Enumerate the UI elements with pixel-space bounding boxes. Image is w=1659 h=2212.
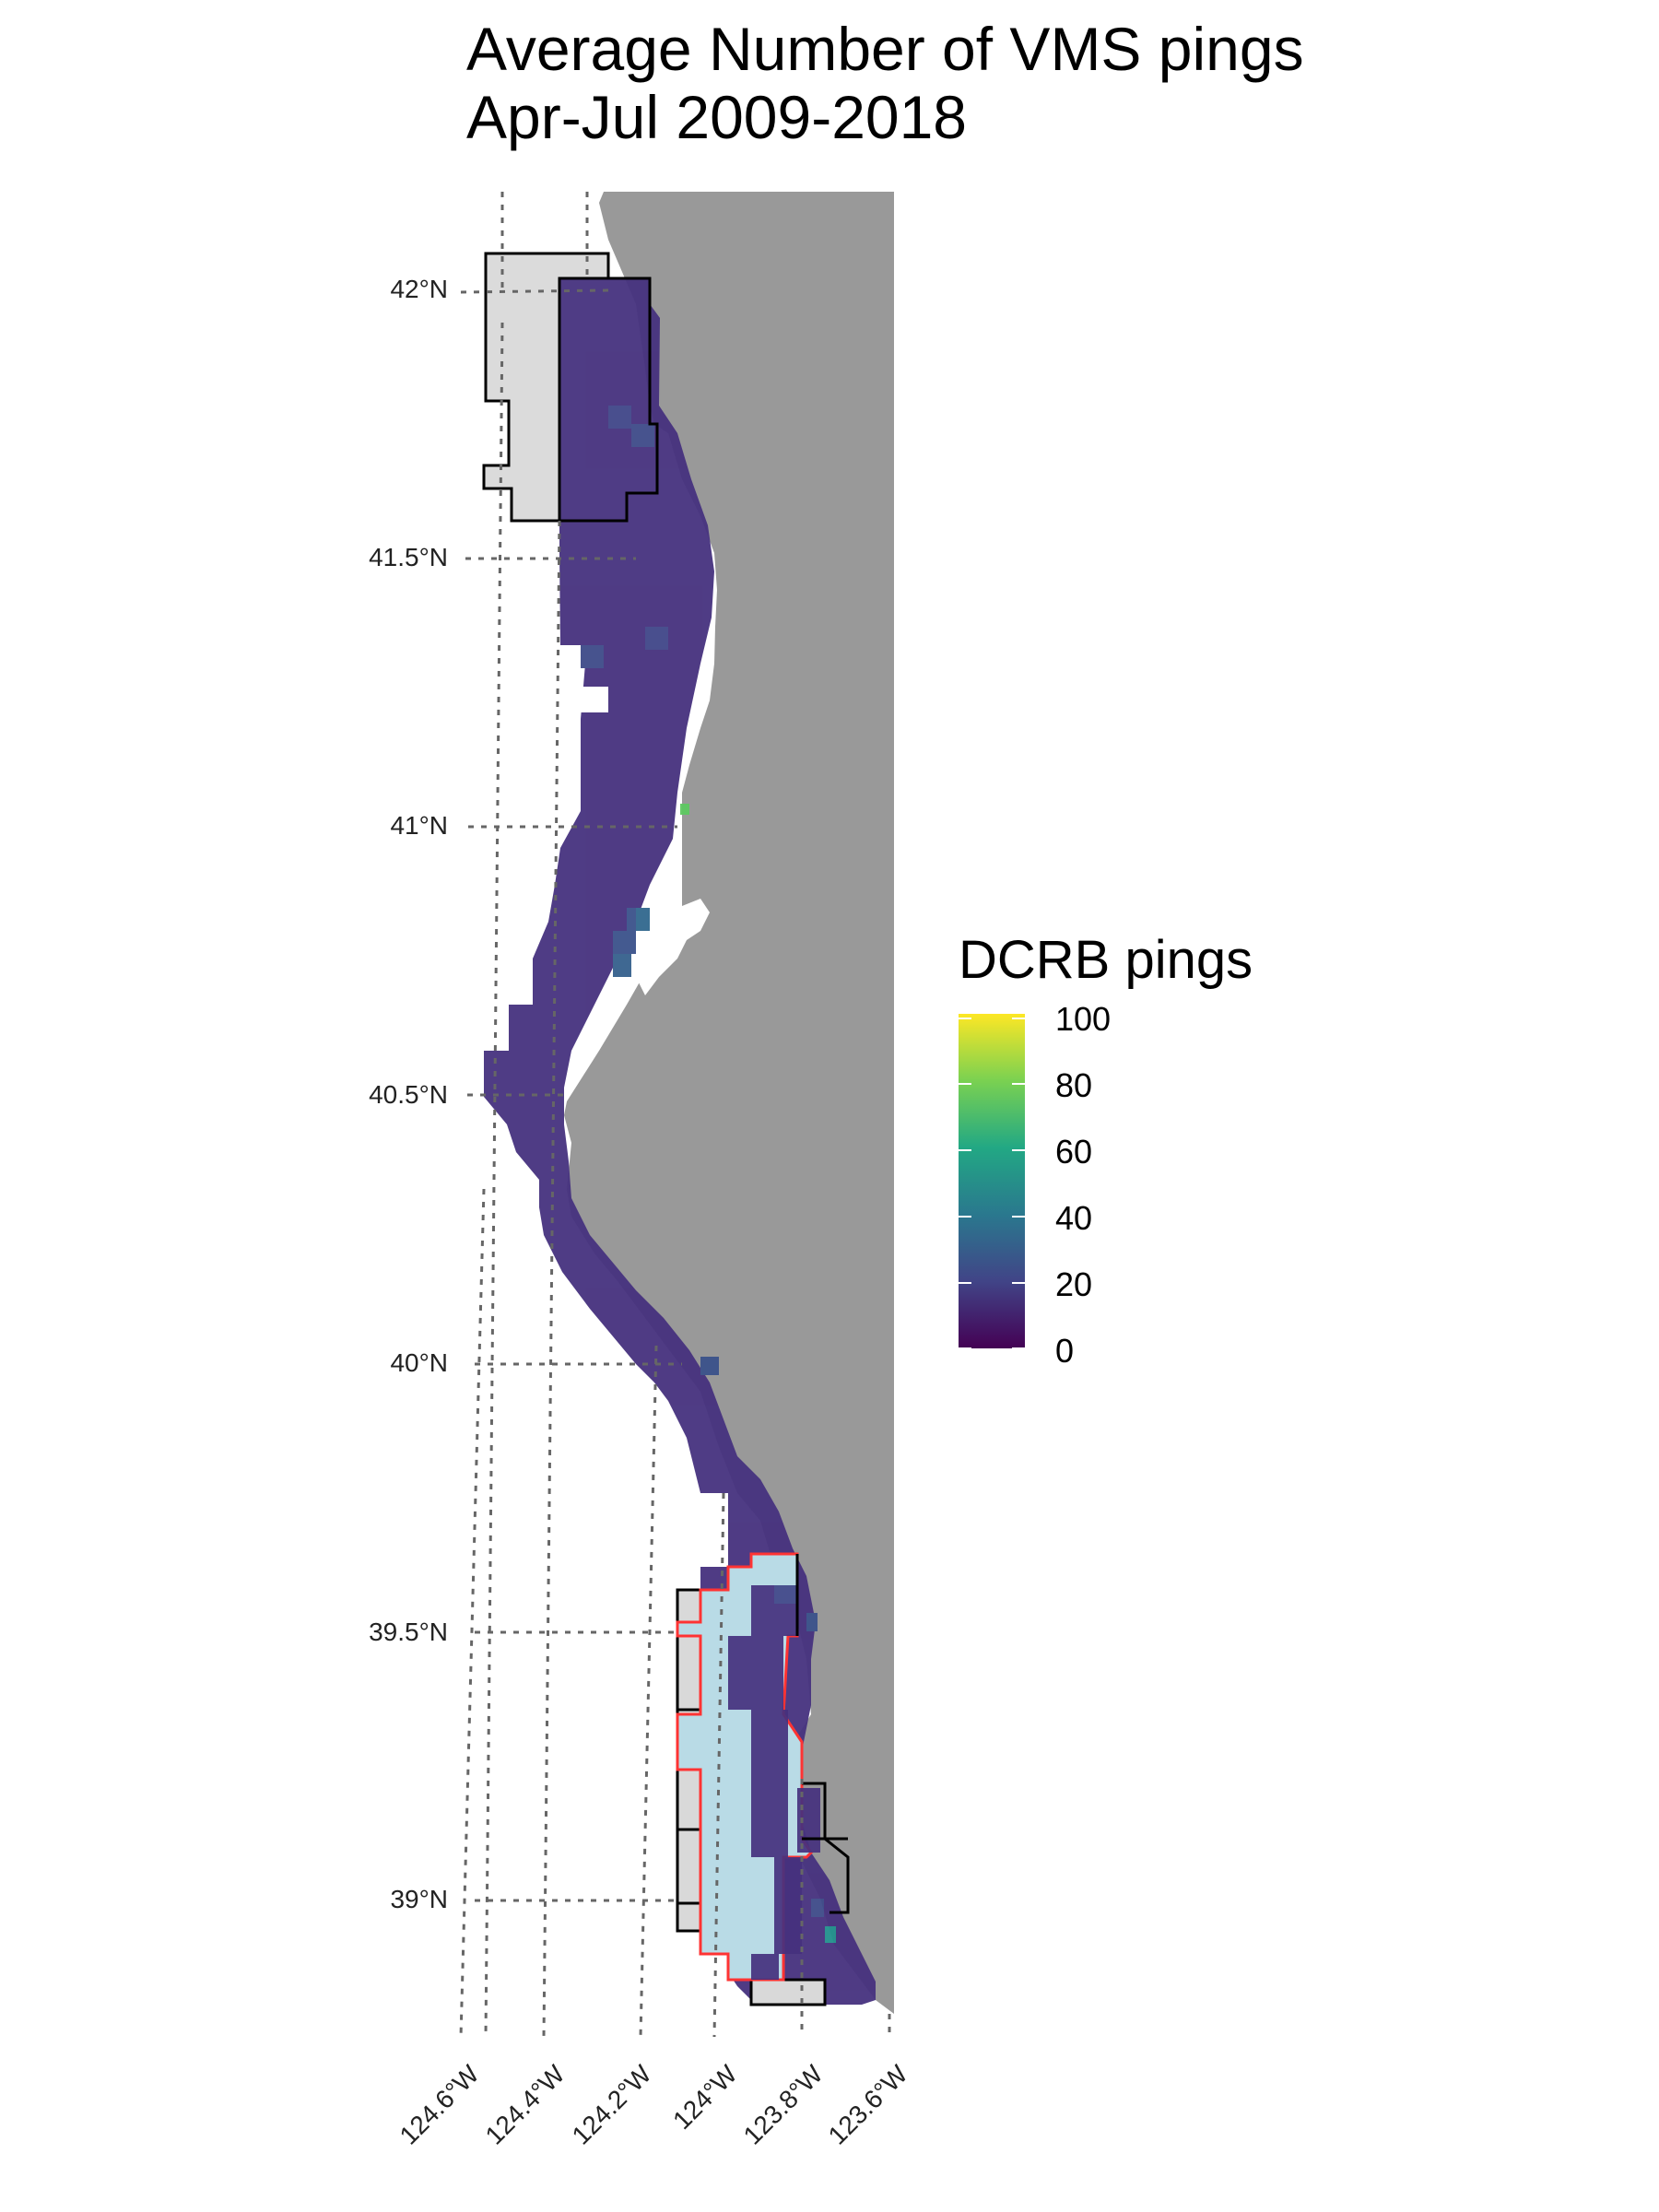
closure-south-black-outline — [795, 1554, 850, 2005]
graticule — [459, 192, 891, 2038]
legend-tick-20: 20 — [1055, 1265, 1093, 1303]
legend-tick-60: 60 — [1055, 1133, 1093, 1171]
ping-cell — [613, 931, 636, 954]
ping-cell — [608, 406, 631, 429]
lat-label-39-5: 39.5°N — [369, 1618, 448, 1646]
ping-cell — [631, 424, 654, 447]
lat-label-40-5: 40.5°N — [369, 1080, 448, 1109]
legend-colorbar — [959, 1014, 1025, 1348]
lat-label-41-5: 41.5°N — [369, 543, 448, 571]
closure-overlay-cells — [728, 1585, 820, 1980]
ping-cell — [645, 627, 668, 650]
legend-tick-0: 0 — [1055, 1332, 1075, 1370]
ping-cell — [680, 804, 689, 815]
ping-cell — [811, 1899, 824, 1917]
land-mass — [564, 192, 894, 2014]
closure-grey-bottom[interactable] — [749, 1978, 827, 2006]
ping-cell — [613, 954, 631, 977]
closure-north-outline — [559, 276, 659, 523]
title-line-1: Average Number of VMS pings — [466, 15, 1304, 83]
ping-cell — [581, 645, 604, 668]
ping-cell — [636, 908, 650, 931]
closure-grey-cell — [676, 1828, 702, 1905]
legend-tick-40: 40 — [1055, 1199, 1093, 1237]
lat-label-39: 39°N — [390, 1885, 448, 1913]
lat-label-40: 40°N — [390, 1348, 448, 1377]
legend-title: DCRB pings — [959, 930, 1253, 990]
ping-cell — [806, 1613, 818, 1631]
ping-cell — [825, 1926, 836, 1943]
legend-tick-100: 100 — [1055, 1000, 1112, 1038]
ping-cell — [700, 1357, 719, 1375]
title-line-2: Apr-Jul 2009-2018 — [466, 83, 968, 151]
legend-tick-80: 80 — [1055, 1066, 1093, 1104]
legend-ticks — [959, 1018, 1025, 1349]
bay-gap — [636, 899, 710, 995]
lat-label-42: 42°N — [390, 275, 448, 303]
gap-cell — [576, 687, 608, 712]
map-title: Average Number of VMS pings Apr-Jul 2009… — [466, 15, 1304, 151]
lat-label-41: 41°N — [390, 811, 448, 840]
